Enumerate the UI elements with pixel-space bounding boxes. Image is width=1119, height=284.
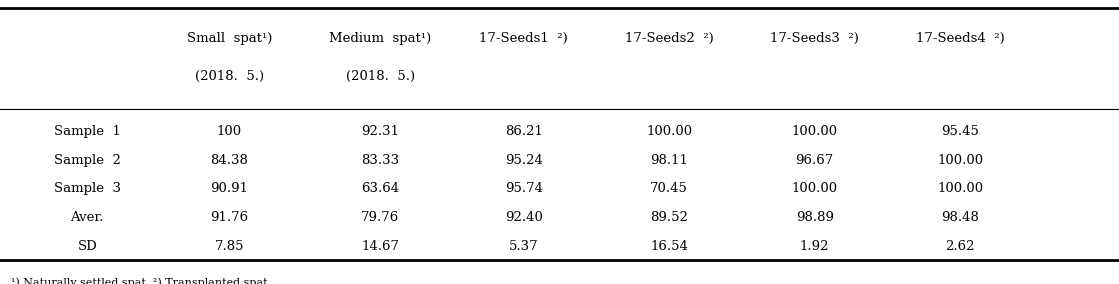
Text: 79.76: 79.76 [361, 211, 399, 224]
Text: Medium  spat¹): Medium spat¹) [329, 32, 432, 45]
Text: 95.45: 95.45 [941, 125, 979, 138]
Text: 2.62: 2.62 [946, 240, 975, 253]
Text: 92.31: 92.31 [361, 125, 399, 138]
Text: 14.67: 14.67 [361, 240, 399, 253]
Text: 91.76: 91.76 [210, 211, 248, 224]
Text: Sample  3: Sample 3 [54, 182, 121, 195]
Text: 1.92: 1.92 [800, 240, 829, 253]
Text: ¹) Naturally settled spat  ²) Transplanted spat: ¹) Naturally settled spat ²) Transplante… [11, 277, 267, 284]
Text: 17-Seeds1  ²): 17-Seeds1 ²) [479, 32, 568, 45]
Text: 92.40: 92.40 [505, 211, 543, 224]
Text: 98.48: 98.48 [941, 211, 979, 224]
Text: 95.24: 95.24 [505, 154, 543, 167]
Text: 98.89: 98.89 [796, 211, 834, 224]
Text: 100: 100 [217, 125, 242, 138]
Text: 63.64: 63.64 [361, 182, 399, 195]
Text: (2018.  5.): (2018. 5.) [346, 70, 415, 83]
Text: 95.74: 95.74 [505, 182, 543, 195]
Text: 86.21: 86.21 [505, 125, 543, 138]
Text: 90.91: 90.91 [210, 182, 248, 195]
Text: Small  spat¹): Small spat¹) [187, 32, 272, 45]
Text: Sample  2: Sample 2 [54, 154, 121, 167]
Text: 89.52: 89.52 [650, 211, 688, 224]
Text: 100.00: 100.00 [937, 154, 984, 167]
Text: Sample  1: Sample 1 [54, 125, 121, 138]
Text: (2018.  5.): (2018. 5.) [195, 70, 264, 83]
Text: 5.37: 5.37 [509, 240, 538, 253]
Text: SD: SD [77, 240, 97, 253]
Text: 100.00: 100.00 [646, 125, 693, 138]
Text: 98.11: 98.11 [650, 154, 688, 167]
Text: 100.00: 100.00 [791, 125, 838, 138]
Text: 100.00: 100.00 [791, 182, 838, 195]
Text: 7.85: 7.85 [215, 240, 244, 253]
Text: 83.33: 83.33 [361, 154, 399, 167]
Text: Aver.: Aver. [70, 211, 104, 224]
Text: 17-Seeds4  ²): 17-Seeds4 ²) [915, 32, 1005, 45]
Text: 100.00: 100.00 [937, 182, 984, 195]
Text: 70.45: 70.45 [650, 182, 688, 195]
Text: 96.67: 96.67 [796, 154, 834, 167]
Text: 16.54: 16.54 [650, 240, 688, 253]
Text: 84.38: 84.38 [210, 154, 248, 167]
Text: 17-Seeds3  ²): 17-Seeds3 ²) [770, 32, 859, 45]
Text: 17-Seeds2  ²): 17-Seeds2 ²) [624, 32, 714, 45]
